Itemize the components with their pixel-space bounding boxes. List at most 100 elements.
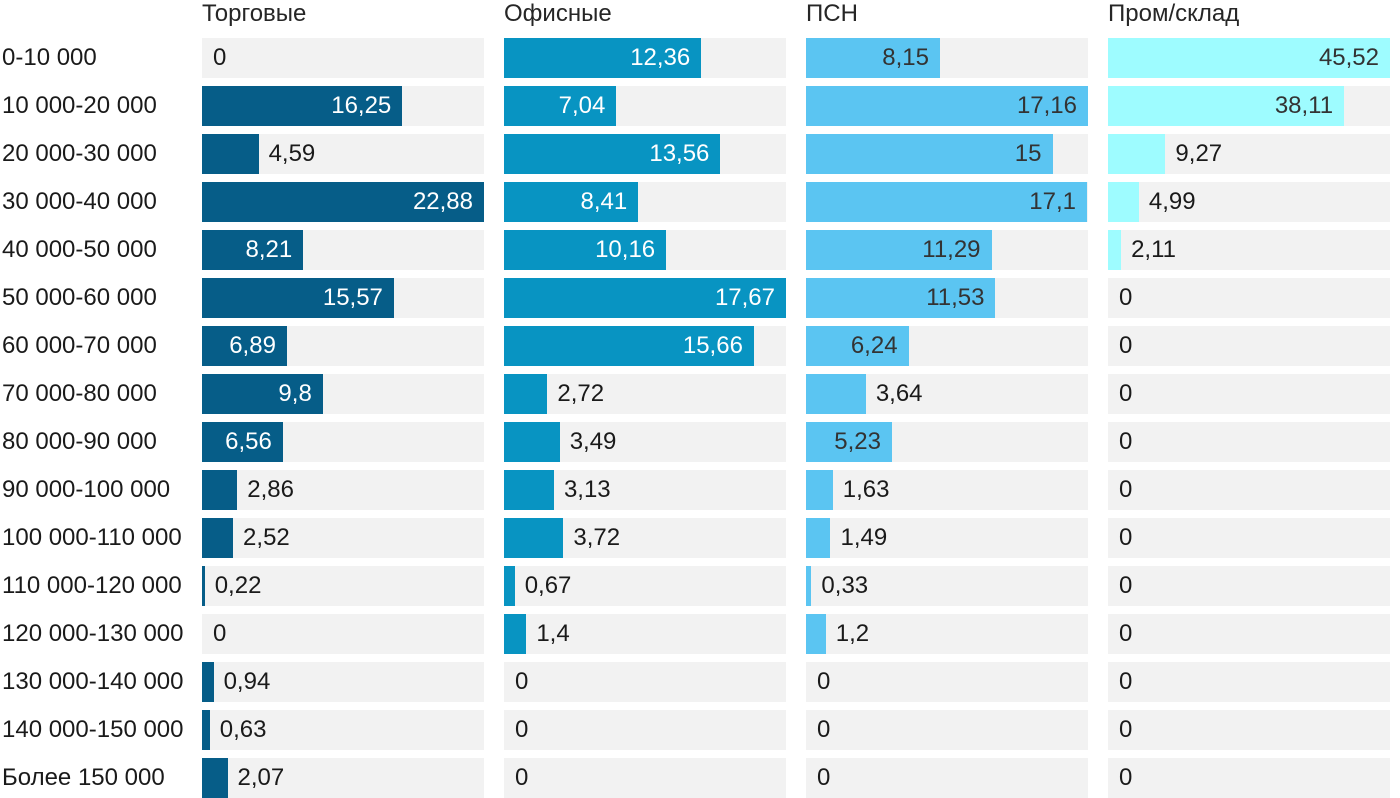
bar-track: 1,2 <box>806 614 1088 654</box>
bar-fill <box>202 134 259 174</box>
bar-track: 8,15 <box>806 38 1088 78</box>
bar-value-label: 6,89 <box>229 332 276 359</box>
bar-value-label: 0 <box>817 668 831 695</box>
bar-fill <box>504 422 560 462</box>
bar-fill <box>202 278 394 318</box>
bar-fill <box>1108 38 1390 78</box>
bar-track: 0 <box>1108 422 1390 462</box>
bar-fill <box>806 326 909 366</box>
bar-track: 8,41 <box>504 182 786 222</box>
bar-track: 17,16 <box>806 86 1088 126</box>
bar-track: 0 <box>504 662 786 702</box>
chart-row: 110 000-120 000 0,22 0,67 0,33 0 <box>0 566 1400 606</box>
bar-track: 0 <box>806 710 1088 750</box>
bar-value-label: 0 <box>1119 668 1133 695</box>
bar-fill <box>504 374 548 414</box>
bar-value-label: 22,88 <box>412 188 473 215</box>
bar-value-label: 3,64 <box>875 380 923 407</box>
bar-fill <box>202 182 484 222</box>
chart-row: 100 000-110 000 2,52 3,72 1,49 0 <box>0 518 1400 558</box>
bar-fill <box>202 230 304 270</box>
bar-track: 0 <box>202 38 484 78</box>
chart-row: 0-10 000 0 12,36 8,15 45,52 <box>0 38 1400 78</box>
chart-row: 130 000-140 000 0,94 0 0 0 <box>0 662 1400 702</box>
bar-value-label: 12,36 <box>630 44 691 71</box>
bar-value-label: 0 <box>1119 764 1133 791</box>
bar-track: 0 <box>1108 614 1390 654</box>
chart-row: Более 150 000 2,07 0 0 0 <box>0 758 1400 798</box>
bar-fill <box>806 134 1053 174</box>
row-label: 50 000-60 000 <box>2 284 157 311</box>
bar-value-label: 6,24 <box>850 332 898 359</box>
bar-track: 3,64 <box>806 374 1088 414</box>
bar-track: 3,49 <box>504 422 786 462</box>
bar-fill <box>504 278 786 318</box>
bar-value-label: 2,07 <box>237 764 285 791</box>
bar-track: 11,29 <box>806 230 1088 270</box>
bar-fill <box>504 566 515 606</box>
bar-fill <box>1108 134 1166 174</box>
bar-track: 0 <box>806 758 1088 798</box>
bar-fill <box>1108 230 1122 270</box>
bar-value-label: 17,67 <box>714 284 775 311</box>
bar-value-label: 0 <box>817 764 831 791</box>
chart-rows: 0-10 000 0 12,36 8,15 45,52 10 000-20 000 16,2… <box>0 38 1400 798</box>
bar-fill <box>806 374 866 414</box>
chart-row: 140 000-150 000 0,63 0 0 0 <box>0 710 1400 750</box>
bar-track: 2,07 <box>202 758 484 798</box>
bar-fill <box>806 422 892 462</box>
bar-value-label: 2,52 <box>243 524 290 551</box>
bar-value-label: 3,72 <box>573 524 621 551</box>
bar-value-label: 15,57 <box>322 284 383 311</box>
bar-track: 22,88 <box>202 182 484 222</box>
chart-row: 40 000-50 000 8,21 10,16 11,29 2,11 <box>0 230 1400 270</box>
bar-track: 7,04 <box>504 86 786 126</box>
bar-track: 17,67 <box>504 278 786 318</box>
bar-track: 0,22 <box>202 566 484 606</box>
bar-value-label: 0 <box>1119 716 1133 743</box>
bar-fill <box>1108 182 1139 222</box>
row-label: 100 000-110 000 <box>2 524 182 551</box>
bar-track: 1,63 <box>806 470 1088 510</box>
chart-row: 120 000-130 000 0 1,4 1,2 0 <box>0 614 1400 654</box>
bar-value-label: 7,04 <box>558 92 606 119</box>
bar-fill <box>806 86 1088 126</box>
row-label: 70 000-80 000 <box>2 380 157 407</box>
bar-track: 0 <box>806 662 1088 702</box>
bar-track: 1,49 <box>806 518 1088 558</box>
bar-fill <box>504 134 721 174</box>
bar-track: 0 <box>504 758 786 798</box>
bar-track: 0 <box>202 614 484 654</box>
bar-fill <box>504 86 617 126</box>
bar-fill <box>202 470 238 510</box>
row-label: 80 000-90 000 <box>2 428 157 455</box>
bar-track: 17,1 <box>806 182 1088 222</box>
bar-value-label: 0,63 <box>219 716 267 743</box>
bar-track: 0 <box>1108 326 1390 366</box>
row-label: 30 000-40 000 <box>2 188 157 215</box>
chart-row: 70 000-80 000 9,8 2,72 3,64 0 <box>0 374 1400 414</box>
bar-value-label: 1,2 <box>835 620 870 647</box>
bar-value-label: 8,41 <box>580 188 628 215</box>
bar-value-label: 2,72 <box>557 380 605 407</box>
bar-value-label: 1,49 <box>840 524 888 551</box>
bar-value-label: 0,94 <box>223 668 271 695</box>
bar-track: 3,72 <box>504 518 786 558</box>
bar-value-label: 0 <box>1119 332 1133 359</box>
bar-value-label: 0 <box>1119 524 1133 551</box>
bar-value-label: 0 <box>213 620 227 647</box>
chart-row: 90 000-100 000 2,86 3,13 1,63 0 <box>0 470 1400 510</box>
row-label: 60 000-70 000 <box>2 332 157 359</box>
chart-row: 80 000-90 000 6,56 3,49 5,23 0 <box>0 422 1400 462</box>
bar-fill <box>202 422 283 462</box>
bar-value-label: 11,53 <box>926 284 985 311</box>
bar-value-label: 6,56 <box>225 428 272 455</box>
column-header-ofisnye: Офисные <box>504 0 612 27</box>
bar-track: 2,72 <box>504 374 786 414</box>
row-label: 10 000-20 000 <box>2 92 157 119</box>
bar-track: 2,11 <box>1108 230 1390 270</box>
bar-value-label: 17,16 <box>1016 92 1077 119</box>
bar-fill <box>806 278 996 318</box>
column-header-psn: ПСН <box>806 0 858 27</box>
